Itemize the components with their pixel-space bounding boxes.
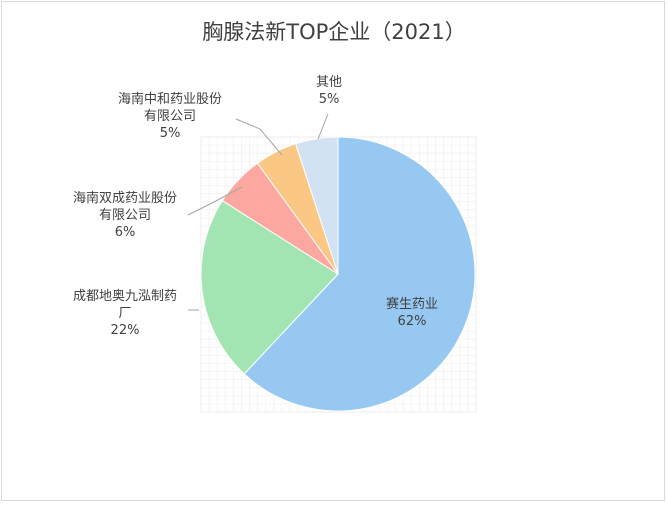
data-label-value: 22% bbox=[111, 323, 140, 338]
pie-slice bbox=[243, 136, 476, 412]
data-label-value: 62% bbox=[398, 314, 427, 329]
pie-slice bbox=[295, 136, 339, 275]
pie-slice bbox=[200, 199, 339, 375]
leader-line bbox=[317, 113, 329, 140]
data-label-category: 海南中和药业股份 bbox=[118, 91, 222, 107]
data-label-category: 成都地奥九泓制药 bbox=[73, 289, 177, 304]
pie-chart: 赛生药业62%成都地奥九泓制药厂22%海南双成药业股份有限公司6%海南中和药业股… bbox=[73, 75, 477, 413]
data-label-value: 5% bbox=[160, 126, 181, 141]
data-label-category: 其他 bbox=[316, 75, 342, 90]
leader-line bbox=[187, 186, 243, 216]
data-label-category: 海南双成药业股份 bbox=[73, 190, 177, 206]
chart-title: 胸腺法新TOP企业（2021） bbox=[202, 20, 466, 44]
data-label-category: 厂 bbox=[118, 306, 131, 321]
data-label-category: 有限公司 bbox=[99, 208, 151, 223]
data-label-category: 赛生药业 bbox=[386, 296, 438, 312]
data-label-value: 5% bbox=[319, 92, 340, 107]
leader-line bbox=[235, 118, 283, 156]
data-label-category: 有限公司 bbox=[144, 109, 196, 124]
chart-frame: 胸腺法新TOP企业（2021） 赛生药业 62% 成都地奥九泓制药厂 22% 海南双成药… bbox=[1, 1, 665, 501]
data-label-value: 6% bbox=[115, 225, 136, 240]
